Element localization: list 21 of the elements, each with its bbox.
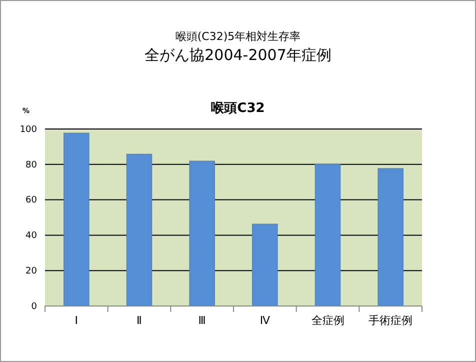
x-tick-label: Ⅲ — [198, 314, 206, 327]
x-tick-label: 手術症例 — [368, 314, 413, 327]
x-axis-title: 喉頭C32 — [211, 101, 265, 116]
bar — [378, 168, 404, 306]
x-tick-label: Ⅱ — [136, 314, 142, 327]
y-tick-label: 40 — [26, 231, 38, 242]
y-tick-label: 80 — [26, 160, 38, 170]
bar — [126, 154, 152, 306]
x-tick-label: 全症例 — [311, 314, 344, 327]
x-tick-label: Ⅳ — [260, 314, 271, 327]
y-tick-label: 100 — [20, 124, 38, 135]
bar — [314, 164, 341, 306]
bar — [189, 160, 215, 306]
bar — [64, 132, 90, 306]
y-tick-label: 60 — [26, 196, 38, 206]
y-tick-label: 20 — [26, 266, 38, 276]
x-tick-label: Ⅰ — [74, 314, 78, 327]
y-tick-label: 0 — [31, 302, 38, 312]
chart-title: 全がん協2004-2007年症例 — [144, 46, 332, 64]
chart-subtitle: 喉頭(C32)5年相対生存率 — [175, 30, 301, 43]
bar — [252, 224, 278, 306]
